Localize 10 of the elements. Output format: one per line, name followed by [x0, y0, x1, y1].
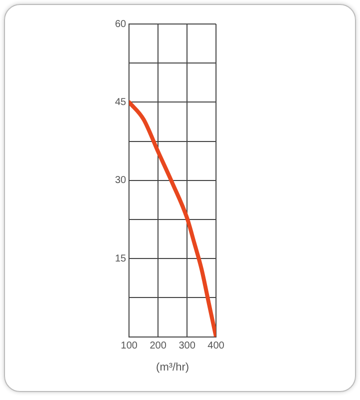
x-axis-title: (m³/hr) — [156, 361, 190, 374]
x-tick-label: 100 — [120, 340, 138, 352]
x-tick-label: 200 — [150, 340, 167, 352]
y-tick-label: 15 — [115, 253, 127, 264]
y-tick-label: 45 — [115, 96, 127, 108]
y-tick-label: 60 — [115, 18, 127, 30]
x-tick-label: 300 — [178, 340, 196, 352]
line-series — [129, 100, 216, 337]
x-tick-label: 400 — [208, 340, 225, 352]
y-tick-label: 30 — [115, 175, 127, 186]
